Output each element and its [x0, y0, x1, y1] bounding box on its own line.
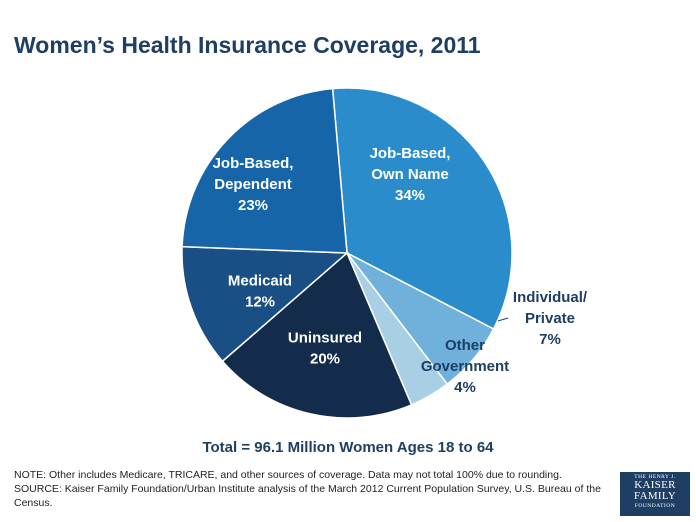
slice-label: Uninsured 20%	[288, 330, 362, 368]
slice-label: Job-Based, Own Name 34%	[370, 145, 451, 204]
slice-label: Job-Based, Dependent 23%	[213, 155, 294, 214]
slice-label: Other Government 4%	[421, 337, 509, 396]
footnotes: NOTE: Other includes Medicare, TRICARE, …	[14, 468, 624, 510]
kff-logo: THE HENRY J. KAISER FAMILY FOUNDATION	[620, 472, 690, 516]
pie-slice-medicaid	[181, 245, 349, 363]
source-text: SOURCE: Kaiser Family Foundation/Urban I…	[14, 483, 601, 509]
logo-line2: FAMILY	[633, 490, 677, 502]
note-text: NOTE: Other includes Medicare, TRICARE, …	[14, 469, 562, 481]
chart-title: Women’s Health Insurance Coverage, 2011	[14, 32, 481, 58]
pie-slice-job-based-dependent	[181, 87, 348, 254]
logo-bottom-text: FOUNDATION	[634, 503, 676, 509]
total-label: Total = 96.1 Million Women Ages 18 to 64	[202, 439, 494, 456]
pie-slice-uninsured	[221, 251, 413, 419]
pie-chart: Job-Based, Own Name 34% Individual/Private 7…	[181, 87, 588, 419]
leader-line	[497, 317, 509, 322]
logo-top-text: THE HENRY J.	[634, 474, 676, 480]
slice-label: Individual/Private 7%	[513, 289, 588, 348]
logo-line1: KAISER	[634, 479, 676, 491]
slice-label: Medicaid 12%	[228, 273, 292, 311]
